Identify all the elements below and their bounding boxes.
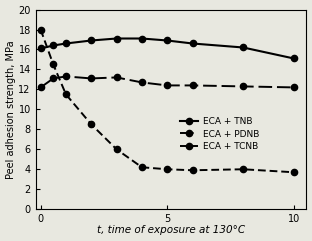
Line: ECA + TNB: ECA + TNB: [37, 35, 297, 62]
ECA + TNB: [241, 46, 245, 49]
ECA + PDNB: [140, 81, 144, 84]
ECA + TNB: [292, 57, 296, 60]
ECA + TNB: [191, 42, 194, 45]
ECA + TCNB: [64, 93, 68, 96]
ECA + TNB: [90, 39, 93, 42]
Line: ECA + TCNB: ECA + TCNB: [37, 27, 297, 175]
ECA + TCNB: [90, 123, 93, 126]
ECA + TCNB: [39, 28, 42, 31]
ECA + TCNB: [191, 169, 194, 172]
ECA + PDNB: [39, 86, 42, 89]
ECA + TCNB: [292, 171, 296, 174]
ECA + TNB: [140, 37, 144, 40]
X-axis label: t, time of exposure at 130°C: t, time of exposure at 130°C: [97, 225, 245, 235]
ECA + TNB: [165, 39, 169, 42]
ECA + PDNB: [191, 84, 194, 87]
Line: ECA + PDNB: ECA + PDNB: [37, 73, 297, 91]
ECA + TNB: [39, 47, 42, 50]
ECA + TCNB: [51, 63, 55, 66]
ECA + PDNB: [165, 84, 169, 87]
ECA + PDNB: [292, 86, 296, 89]
ECA + TNB: [64, 42, 68, 45]
ECA + PDNB: [241, 85, 245, 88]
ECA + PDNB: [64, 75, 68, 78]
ECA + PDNB: [115, 76, 119, 79]
Y-axis label: Peel adhesion strength, MPa: Peel adhesion strength, MPa: [6, 40, 16, 179]
ECA + TNB: [115, 37, 119, 40]
ECA + PDNB: [51, 77, 55, 80]
ECA + TCNB: [140, 166, 144, 169]
ECA + TCNB: [115, 148, 119, 151]
ECA + PDNB: [90, 77, 93, 80]
ECA + TNB: [51, 44, 55, 47]
ECA + TCNB: [165, 168, 169, 171]
ECA + TCNB: [241, 168, 245, 171]
Legend: ECA + TNB, ECA + PDNB, ECA + TCNB: ECA + TNB, ECA + PDNB, ECA + TCNB: [177, 113, 263, 155]
